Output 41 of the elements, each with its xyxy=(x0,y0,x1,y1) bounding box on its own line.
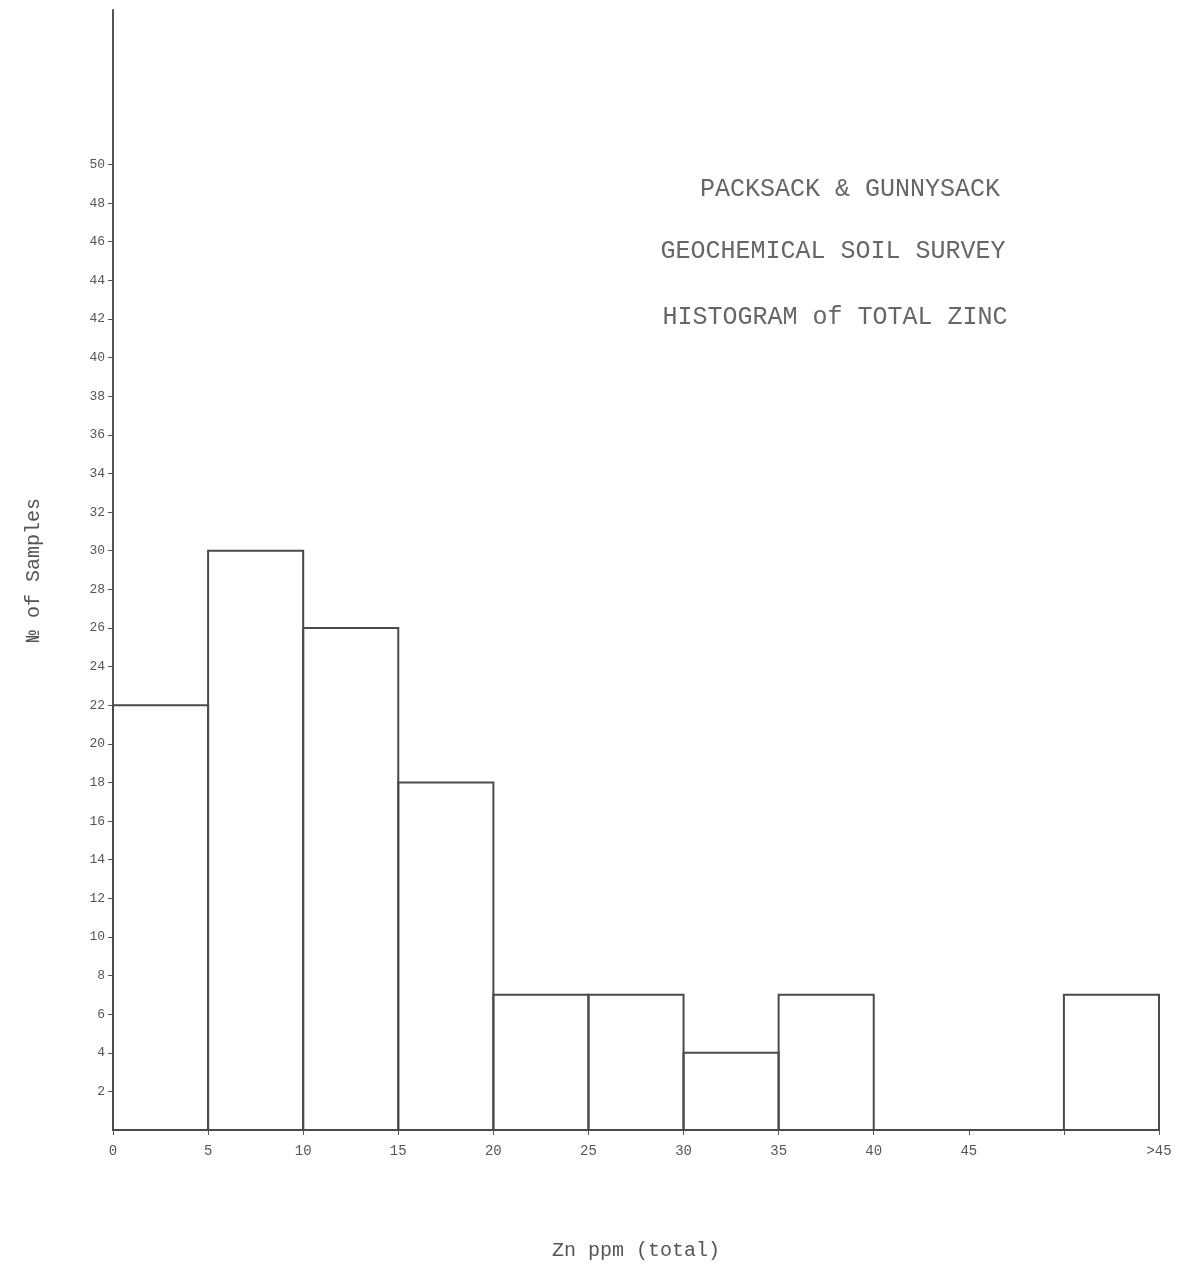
x-tick-label: 30 xyxy=(675,1143,692,1159)
y-tick-label: 18 xyxy=(89,774,105,790)
y-tick-label: 10 xyxy=(89,929,105,945)
y-tick-label: 26 xyxy=(89,620,105,636)
y-tick-label: 6 xyxy=(97,1006,105,1022)
y-tick-label: 34 xyxy=(89,465,106,481)
annotation: HISTOGRAM of TOTAL ZINC xyxy=(662,303,1008,332)
y-tick-label: 8 xyxy=(97,968,105,984)
x-tick-label: >45 xyxy=(1146,1143,1172,1159)
y-tick-label: 28 xyxy=(89,581,105,597)
x-tick-label: 5 xyxy=(203,1143,213,1159)
x-tick-label: 0 xyxy=(108,1143,118,1159)
y-tick-label: 32 xyxy=(89,504,105,520)
x-tick-label: 45 xyxy=(960,1143,978,1159)
y-tick-label: 2 xyxy=(97,1083,105,1099)
x-tick-label: 20 xyxy=(484,1143,502,1159)
x-tick-label: 15 xyxy=(389,1143,407,1159)
text: GEOCHEMICAL SOIL SURVEY xyxy=(660,237,1006,266)
y-tick-label: 36 xyxy=(89,427,105,443)
y-axis-title: № of Samples xyxy=(21,497,45,643)
y-tick-label: 22 xyxy=(89,697,105,713)
y-tick-label: 4 xyxy=(97,1045,106,1061)
x-tick-label: 40 xyxy=(865,1143,883,1159)
x-tick-label: 10 xyxy=(294,1143,312,1159)
y-tick-label: 42 xyxy=(89,311,105,327)
x-tick-label: 25 xyxy=(580,1143,597,1159)
y-tick-label: 50 xyxy=(89,156,105,172)
y-tick-label: 14 xyxy=(89,852,106,868)
y-tick-label: 48 xyxy=(89,195,105,211)
y-tick-label: 40 xyxy=(89,350,105,366)
y-tick-label: 38 xyxy=(89,388,105,404)
y-tick-label: 24 xyxy=(89,659,106,675)
y-tick-label: 30 xyxy=(89,543,105,559)
y-tick-label: 44 xyxy=(89,272,106,288)
x-tick-label: 35 xyxy=(770,1143,788,1159)
y-tick-label: 46 xyxy=(89,234,105,250)
y-tick-label: 12 xyxy=(89,890,105,906)
text: PACKSACK & GUNNYSACK xyxy=(699,175,1001,204)
y-tick-label: 16 xyxy=(89,813,105,829)
y-tick-label: 20 xyxy=(89,736,105,752)
x-axis-title: Zn ppm (total) xyxy=(551,1238,721,1262)
